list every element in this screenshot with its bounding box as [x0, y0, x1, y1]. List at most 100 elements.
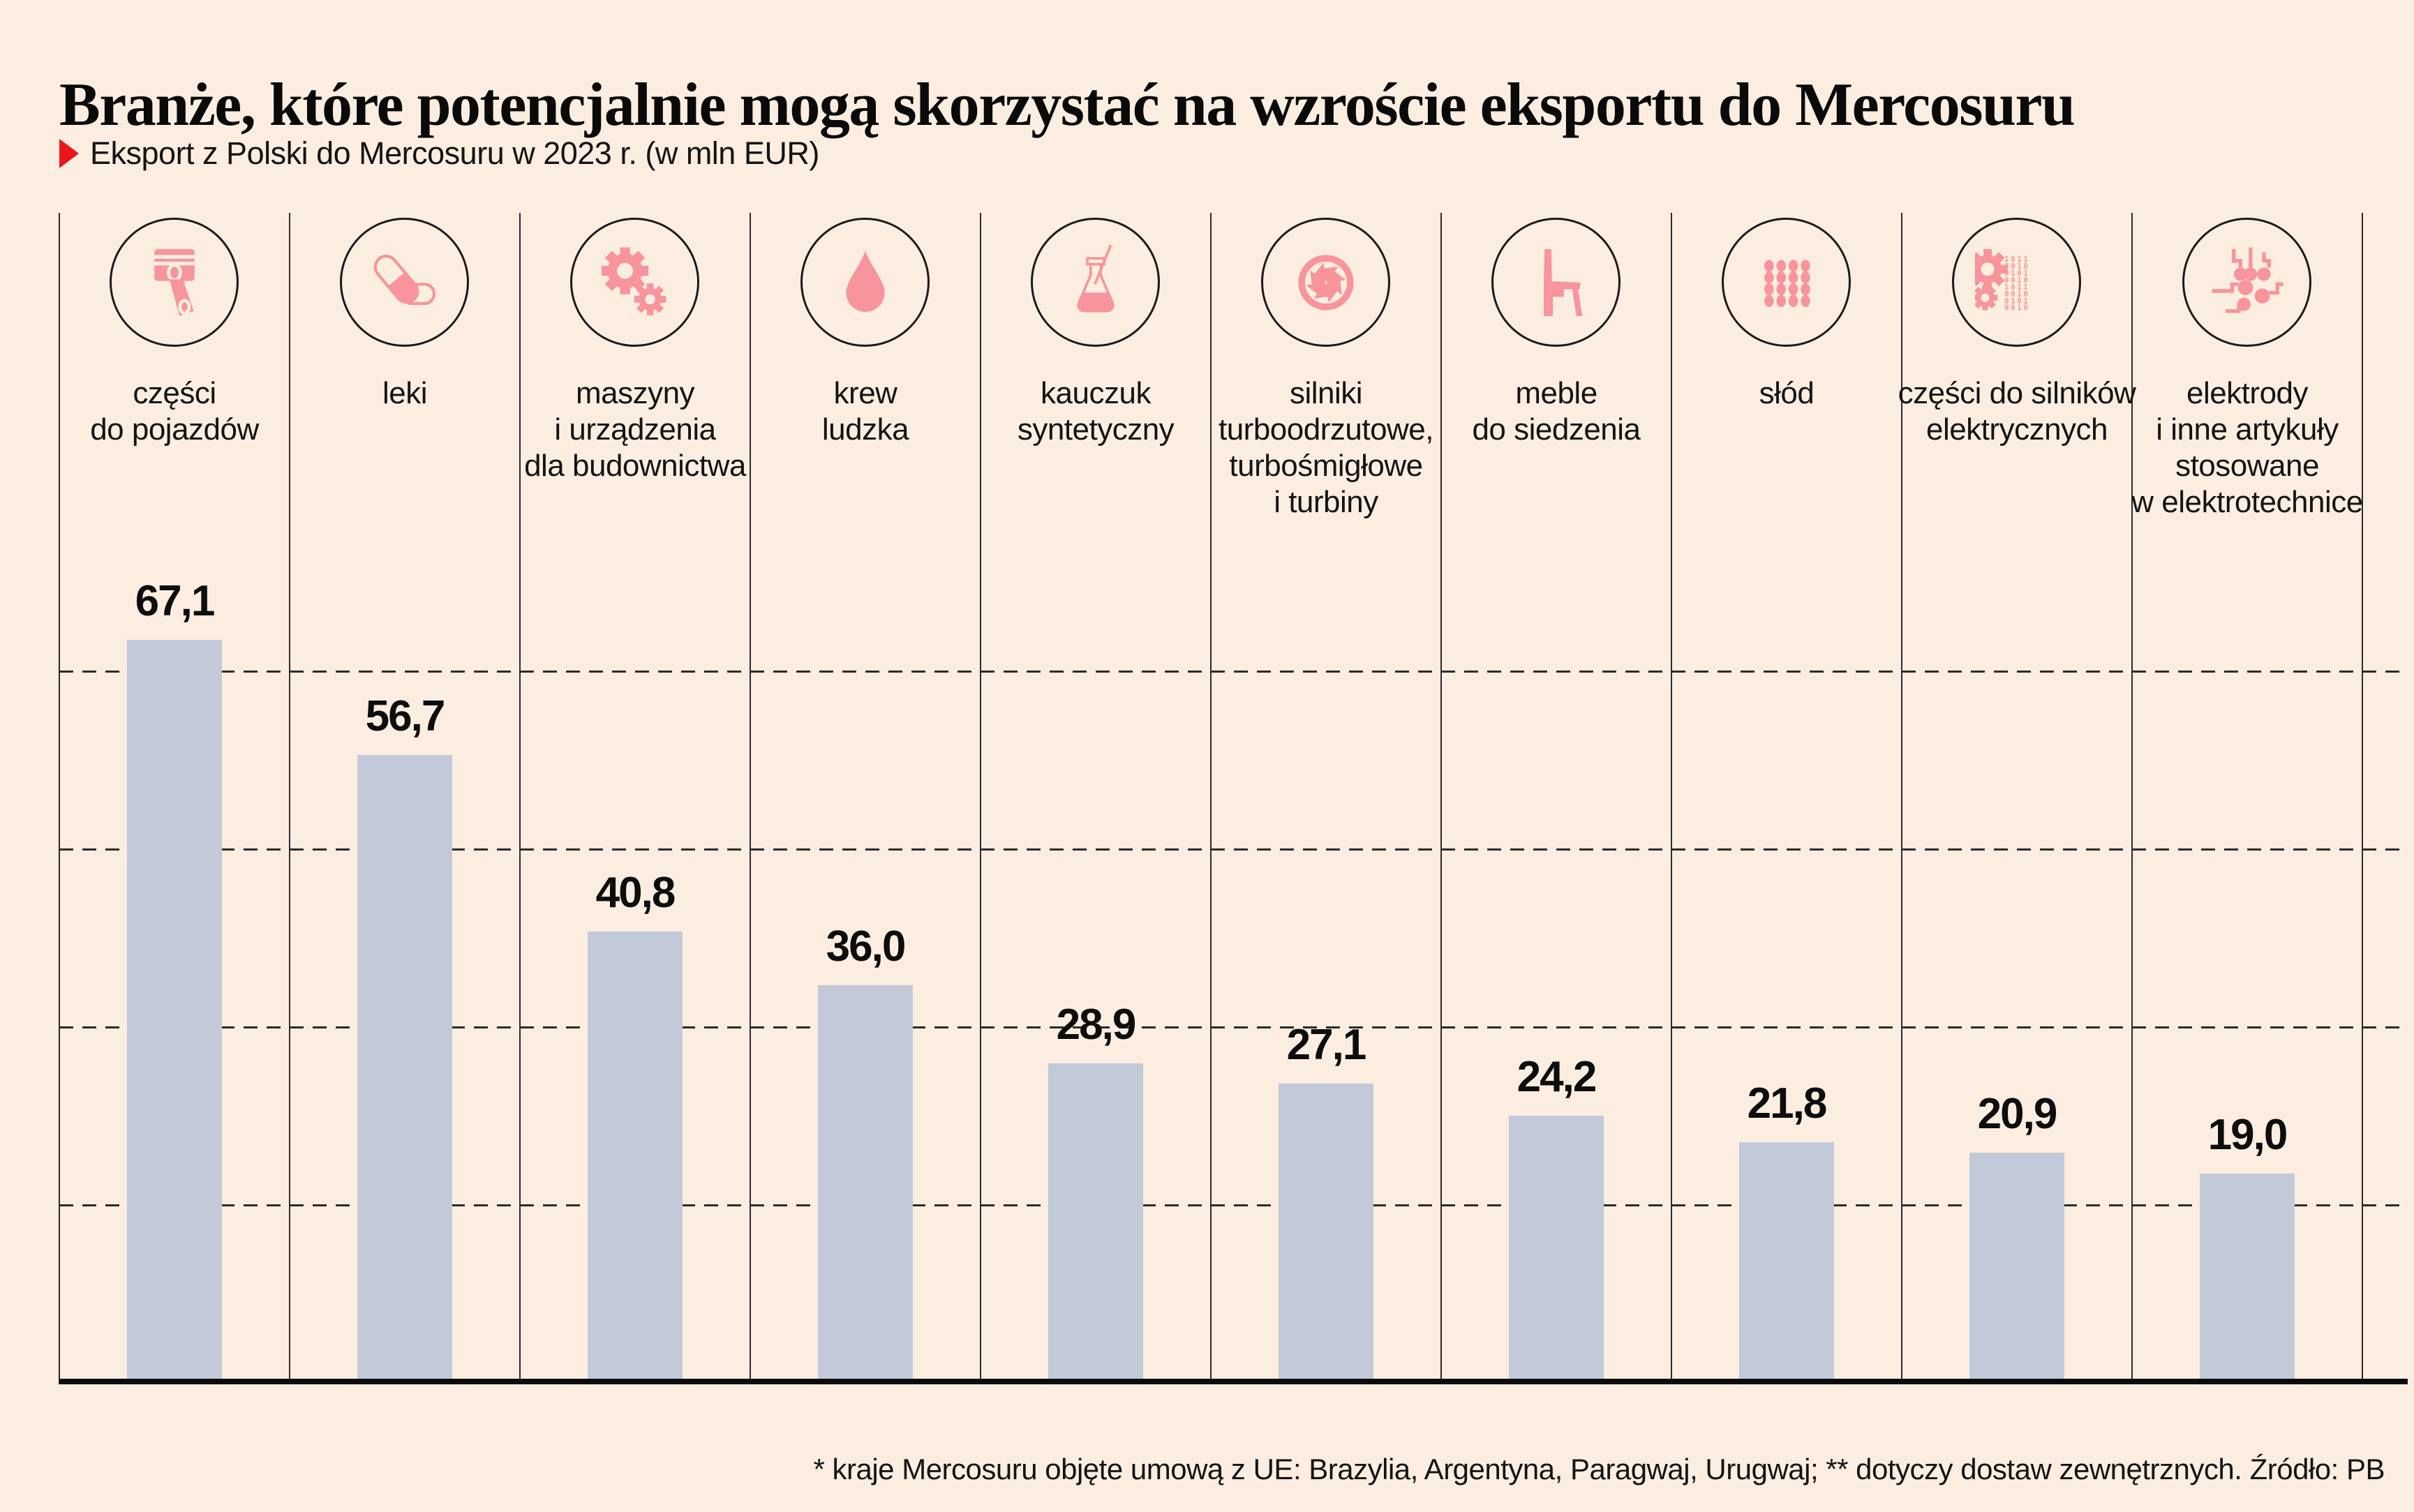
category-label: krew ludzka — [742, 375, 989, 448]
chart-column: słód 21,8 — [1671, 213, 1902, 1384]
column-divider-line — [2362, 213, 2363, 1384]
category-label-line: maszyny — [575, 376, 695, 410]
category-label: leki — [281, 375, 528, 412]
category-label-line: turbośmigłowe — [1229, 449, 1423, 483]
bar — [127, 640, 222, 1384]
chair-icon — [1543, 248, 1582, 316]
column-divider-line — [1671, 213, 1672, 1384]
category-label: silniki turboodrzutowe, turbośmigłowe i tur… — [1202, 375, 1450, 521]
category-label: maszyny i urządzenia dla budownictwa — [512, 375, 759, 484]
category-label-line: kauczuk — [1041, 376, 1151, 410]
lab-flask-icon — [1076, 244, 1115, 313]
category-label-line: i urządzenia — [554, 412, 716, 447]
column-divider-line — [289, 213, 290, 1384]
category-icon-circle — [1261, 218, 1390, 347]
svg-text:0010: 0010 — [2004, 261, 2030, 270]
svg-text:0010: 0010 — [2004, 275, 2030, 284]
svg-text:0010: 0010 — [2004, 289, 2030, 298]
dashed-gridline — [59, 671, 2408, 673]
category-icon-circle — [1491, 218, 1620, 347]
bar — [357, 755, 452, 1384]
category-label-line: dla budownictwa — [524, 449, 746, 483]
category-label-line: leki — [382, 376, 428, 410]
category-label: części do pojazdów — [51, 375, 298, 448]
electrodes-icon — [2212, 247, 2283, 313]
column-divider-line — [980, 213, 981, 1384]
bar — [1969, 1153, 2064, 1384]
category-label-line: do siedzenia — [1472, 412, 1641, 447]
value-label: 20,9 — [1977, 1090, 2058, 1138]
gears-icon — [601, 247, 666, 315]
category-label-line: słód — [1759, 376, 1815, 410]
malt-grains-icon — [1764, 259, 1810, 307]
value-label: 27,1 — [1286, 1021, 1367, 1069]
column-divider-line — [2131, 213, 2133, 1384]
dashed-gridline — [59, 1026, 2408, 1028]
chart-column: elektrody i inne artykuły stosowane w elekt… — [2131, 213, 2363, 1384]
column-divider-line — [1440, 213, 1442, 1384]
category-label-line: części do silników — [1898, 376, 2136, 410]
chart-subtitle-row: Eksport z Polski do Mercosuru w 2023 r. … — [59, 135, 819, 172]
category-icon-circle — [110, 218, 239, 347]
category-label: kauczuk syntetyczny — [972, 375, 1219, 448]
category-icon-circle — [1722, 218, 1851, 347]
dashed-gridline — [59, 848, 2408, 851]
category-label: meble do siedzenia — [1433, 375, 1680, 448]
svg-text:0101: 0101 — [2004, 296, 2030, 305]
turbine-icon — [1297, 254, 1354, 310]
column-divider-line — [1210, 213, 1212, 1384]
svg-text:0101: 0101 — [2004, 268, 2030, 277]
page-title: Branże, które potencjalnie mogą skorzyst… — [59, 70, 2076, 139]
category-label-line: w elektrotechnice — [2131, 485, 2363, 519]
svg-text:1011: 1011 — [2004, 255, 2030, 264]
value-label: 56,7 — [365, 692, 446, 740]
x-axis-baseline — [59, 1379, 2408, 1384]
blood-drop-icon — [845, 250, 885, 312]
bar — [2200, 1174, 2295, 1384]
category-label-line: elektrycznych — [1925, 412, 2108, 447]
svg-text:0010: 0010 — [2004, 303, 2030, 312]
category-label-line: meble — [1515, 376, 1597, 410]
category-label-line: części — [133, 376, 216, 410]
column-divider-line — [750, 213, 751, 1384]
chart-column: krew ludzka 36,0 — [750, 213, 981, 1384]
column-divider-line — [519, 213, 521, 1384]
category-icon-circle — [1031, 218, 1160, 347]
red-triangle-marker-icon — [59, 139, 79, 168]
category-label-line: turboodrzutowe, — [1218, 412, 1434, 447]
chart-column: 1011 0010 0101 0010 1011 0010 0101 0010 części d… — [1898, 213, 2136, 1384]
column-divider-line — [59, 213, 60, 1384]
column-divider-line — [1901, 213, 1902, 1384]
chart-column: silniki turboodrzutowe, turbośmigłowe i tur… — [1211, 213, 1441, 1384]
chart-subtitle: Eksport z Polski do Mercosuru w 2023 r. … — [90, 135, 819, 171]
bar — [1048, 1063, 1143, 1384]
footnote: * kraje Mercosuru objęte umową z UE: Bra… — [813, 1453, 2385, 1485]
value-label: 36,0 — [826, 922, 907, 971]
category-icon-circle — [2182, 218, 2311, 347]
value-label: 24,2 — [1517, 1053, 1597, 1101]
value-label: 67,1 — [135, 577, 216, 625]
value-label: 21,8 — [1747, 1079, 1828, 1128]
category-label-line: syntetyczny — [1017, 412, 1175, 447]
category-icon-circle: 1011 0010 0101 0010 1011 0010 0101 0010 — [1952, 218, 2081, 347]
category-label: elektrody i inne artykuły stosowane w elekt… — [2124, 375, 2371, 521]
bar — [818, 985, 913, 1384]
category-label-line: krew — [833, 376, 897, 410]
chart-column: leki 56,7 — [290, 213, 520, 1384]
dashed-gridline — [59, 1204, 2408, 1206]
category-label-line: ludzka — [821, 412, 909, 447]
chart-column: kauczuk syntetyczny 28,9 — [981, 213, 1211, 1384]
category-icon-circle — [800, 218, 930, 347]
category-icon-circle — [340, 218, 469, 347]
svg-text:1011: 1011 — [2004, 282, 2030, 291]
chart-column: meble do siedzenia 24,2 — [1441, 213, 1671, 1384]
category-icon-circle — [570, 218, 699, 347]
bar — [1279, 1084, 1373, 1384]
value-label: 19,0 — [2207, 1111, 2288, 1159]
bar — [1739, 1142, 1834, 1384]
category-label-line: i inne artykuły — [2156, 412, 2339, 447]
category-label-line: i turbiny — [1274, 485, 1378, 519]
